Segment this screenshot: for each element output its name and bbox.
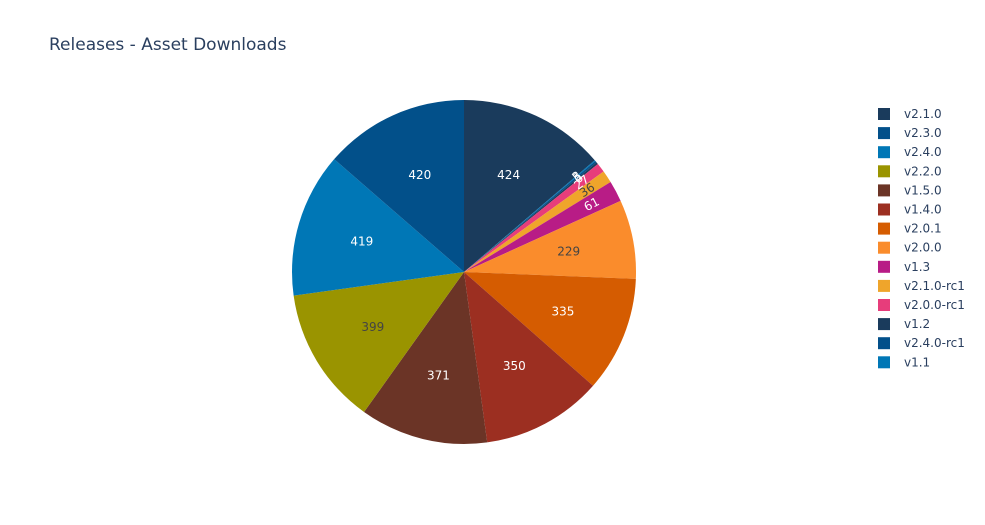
legend-item-v1-5-0[interactable]: v1.5.0 (878, 183, 942, 197)
legend-label: v2.1.0 (904, 107, 942, 121)
pie-slice-v2-3-0[interactable] (334, 100, 464, 272)
legend-item-v2-1-0[interactable]: v2.1.0 (878, 107, 942, 121)
legend-item-v1-2[interactable]: v1.2 (878, 317, 930, 331)
legend-label: v1.1 (904, 355, 930, 369)
pie-slice-v2-0-0[interactable] (464, 200, 636, 279)
pie-slice-v1-1[interactable] (464, 160, 596, 272)
legend-label: v2.4.0-rc1 (904, 336, 965, 350)
legend-swatch (878, 337, 890, 350)
pie-slice-v2-4-0[interactable] (292, 159, 464, 296)
legend-swatch (878, 318, 890, 331)
slice-value-label: 420 (408, 168, 431, 182)
legend-label: v1.3 (904, 260, 930, 274)
legend-item-v1-4-0[interactable]: v1.4.0 (878, 203, 942, 217)
legend-label: v1.2 (904, 317, 930, 331)
pie-slice-v2-0-1[interactable] (464, 272, 636, 386)
slice-value-label: 335 (552, 305, 575, 319)
slice-value-label: 424 (497, 168, 520, 182)
legend-swatch (878, 279, 890, 292)
legend-swatch (878, 184, 890, 197)
legend-item-v2-0-1[interactable]: v2.0.1 (878, 222, 942, 236)
legend-item-v2-1-0-rc1[interactable]: v2.1.0-rc1 (878, 279, 965, 293)
slice-value-label: 61 (582, 194, 602, 214)
chart-title: Releases - Asset Downloads (49, 35, 287, 55)
slice-value-label: 350 (503, 359, 526, 373)
legend-swatch (878, 127, 890, 140)
legend-label: v1.5.0 (904, 183, 942, 197)
legend-label: v2.0.0 (904, 241, 942, 255)
pie-slice-v2-1-0[interactable] (464, 100, 595, 272)
pie-slice-v2-0-0-rc1[interactable] (464, 164, 604, 272)
pie-slice-v2-1-0-rc1[interactable] (464, 171, 611, 272)
legend-item-v2-0-0[interactable]: v2.0.0 (878, 241, 942, 255)
legend-swatch (878, 299, 890, 311)
legend-swatch (878, 222, 890, 235)
legend-label: v1.4.0 (904, 203, 942, 217)
pie-slice-v2-2-0[interactable] (293, 272, 464, 412)
legend-item-v2-3-0[interactable]: v2.3.0 (878, 126, 942, 140)
legend-item-v2-2-0[interactable]: v2.2.0 (878, 164, 942, 178)
slice-value-label: 371 (427, 369, 450, 383)
legend-label: v2.2.0 (904, 164, 942, 178)
pie-slices (292, 100, 636, 445)
legend-swatch (878, 241, 890, 254)
legend-swatch (878, 165, 890, 178)
slice-value-label: 229 (557, 245, 580, 259)
slice-value-label: 419 (350, 235, 373, 249)
legend-item-v1-3[interactable]: v1.3 (878, 260, 930, 274)
pie-slice-v1-2[interactable] (464, 162, 598, 272)
legend-swatch (878, 356, 890, 369)
legend-swatch (878, 108, 890, 120)
legend-item-v2-4-0[interactable]: v2.4.0 (878, 145, 942, 159)
legend-label: v2.0.1 (904, 222, 942, 236)
legend-label: v2.4.0 (904, 145, 942, 159)
legend-swatch (878, 146, 890, 159)
legend-item-v1-1[interactable]: v1.1 (878, 355, 930, 369)
pie-slice-v2-4-0-rc1[interactable] (464, 161, 597, 272)
pie-slice-v1-3[interactable] (464, 182, 621, 272)
legend-label: v2.3.0 (904, 126, 942, 140)
pie-slice-v1-5-0[interactable] (364, 272, 488, 445)
legend-swatch (878, 260, 890, 273)
legend-label: v2.1.0-rc1 (904, 279, 965, 293)
legend-item-v2-4-0-rc1[interactable]: v2.4.0-rc1 (878, 336, 965, 350)
legend[interactable]: v2.1.0 v2.3.0 v2.4.0 v2.2.0 v1.5.0 v1.4.0 v2.0… (878, 107, 965, 369)
legend-swatch (878, 203, 890, 216)
slice-value-label: 399 (361, 320, 384, 334)
pie-slice-v1-4-0[interactable] (464, 272, 594, 443)
legend-label: v2.0.0-rc1 (904, 298, 965, 312)
legend-item-v2-0-0-rc1[interactable]: v2.0.0-rc1 (878, 298, 965, 312)
